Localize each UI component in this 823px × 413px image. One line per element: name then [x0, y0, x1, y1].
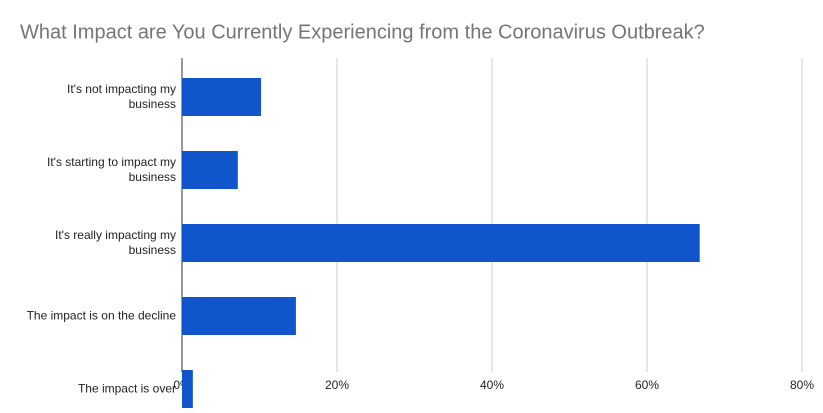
y-tick-label: The impact is over: [77, 381, 176, 396]
y-tick-label: It's starting to impact my business: [47, 155, 176, 184]
x-tick-label: 60%: [635, 378, 659, 392]
bar: [182, 151, 238, 189]
chart-title: What Impact are You Currently Experienci…: [20, 21, 705, 43]
x-tick-label: 40%: [480, 378, 504, 392]
bar: [182, 78, 262, 116]
x-tick-label: 20%: [325, 378, 349, 392]
y-tick-label: It's not impacting my business: [67, 82, 176, 111]
bar: [182, 297, 296, 335]
y-tick-label: It's really impacting my business: [55, 228, 176, 257]
bar: [182, 370, 193, 408]
x-tick-label: 80%: [790, 378, 814, 392]
bar: [182, 224, 700, 262]
y-tick-label: The impact is on the decline: [26, 308, 176, 323]
